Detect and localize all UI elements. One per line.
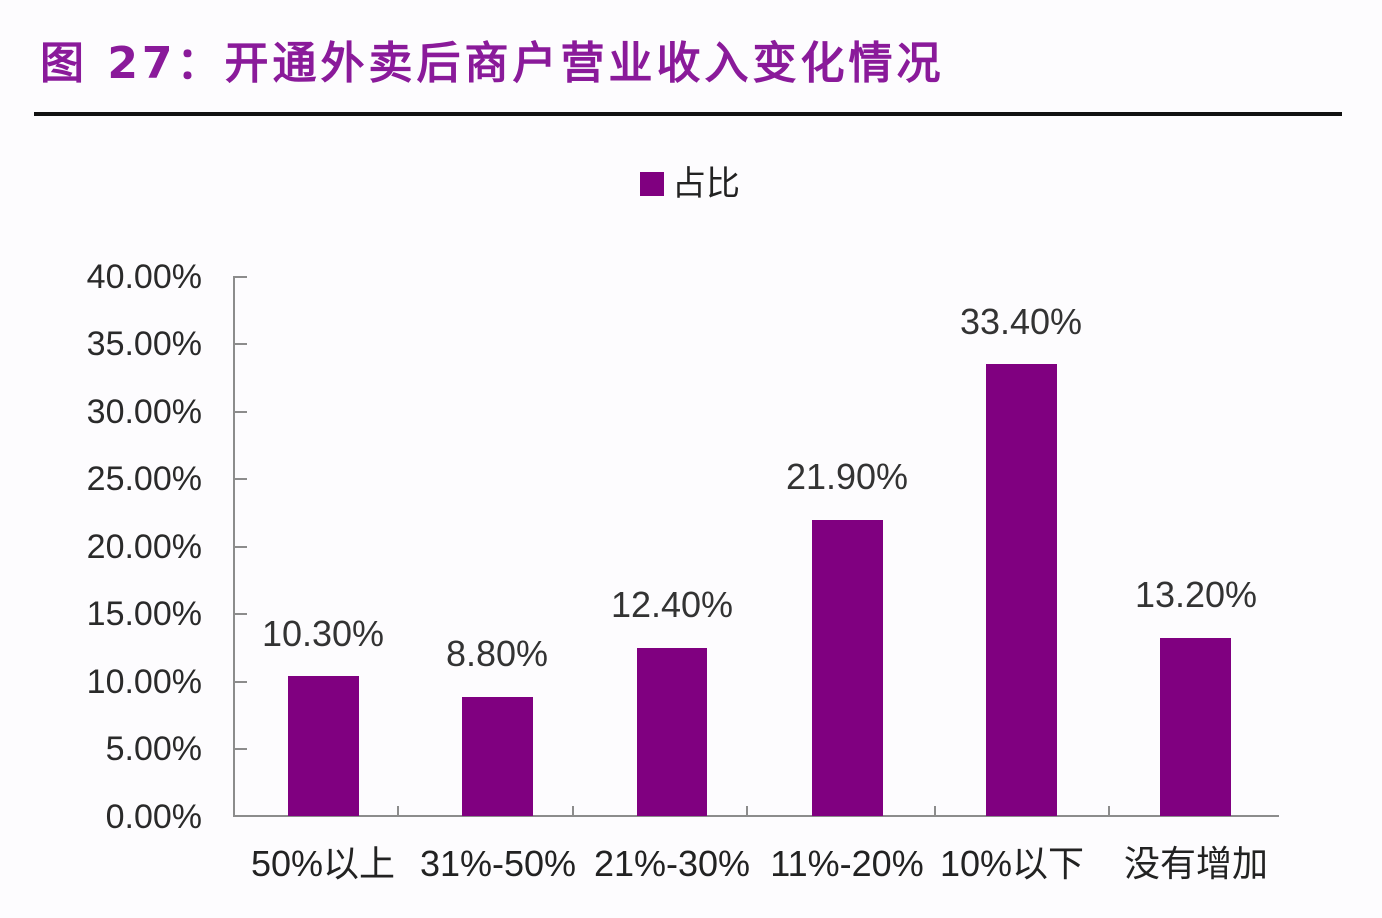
bar-31-50 xyxy=(462,697,533,816)
bar-value-label: 33.40% xyxy=(959,301,1083,342)
y-tick xyxy=(233,343,247,345)
bar-value-label: 21.90% xyxy=(785,456,909,497)
x-category-label: 21%-30% xyxy=(593,843,751,884)
x-tick xyxy=(1108,806,1110,816)
x-axis xyxy=(233,815,1279,817)
y-tick xyxy=(233,546,247,548)
y-tick-label: 5.00% xyxy=(105,730,202,768)
y-tick xyxy=(233,411,247,413)
y-tick-label: 10.00% xyxy=(86,663,202,701)
y-tick-label: 30.00% xyxy=(86,393,202,431)
y-tick-label: 40.00% xyxy=(86,258,202,296)
bar-21-30 xyxy=(637,648,707,816)
legend-swatch-icon xyxy=(640,172,664,196)
bar-value-label: 12.40% xyxy=(610,584,734,625)
y-tick-label: 20.00% xyxy=(86,528,202,566)
y-tick-label: 35.00% xyxy=(86,325,202,363)
y-tick-label: 15.00% xyxy=(86,595,202,633)
legend-label: 占比 xyxy=(672,164,740,204)
bar-value-label: 13.20% xyxy=(1134,574,1258,615)
bar-11-20 xyxy=(812,520,883,816)
y-tick xyxy=(233,478,247,480)
x-tick xyxy=(934,806,936,816)
y-tick-label: 25.00% xyxy=(86,460,202,498)
bar-50-plus xyxy=(288,676,359,816)
x-tick xyxy=(397,806,399,816)
y-tick xyxy=(233,613,247,615)
y-tick xyxy=(233,748,247,750)
bar-value-label: 10.30% xyxy=(261,613,385,654)
x-category-label: 50%以上 xyxy=(250,843,396,884)
y-tick xyxy=(233,681,247,683)
y-tick-label: 0.00% xyxy=(105,798,202,836)
x-category-label: 11%-20% xyxy=(770,843,924,884)
chart-legend: 占比 xyxy=(640,162,740,206)
bar-no-increase xyxy=(1160,638,1231,816)
bar-value-label: 8.80% xyxy=(445,633,549,674)
bar-10-below xyxy=(986,364,1057,816)
y-tick xyxy=(233,276,247,278)
x-category-label: 没有增加 xyxy=(1123,843,1268,884)
title-divider xyxy=(34,112,1342,116)
x-tick xyxy=(746,806,748,816)
figure-title: 图 27：开通外卖后商户营业收入变化情况 xyxy=(40,38,945,89)
x-tick xyxy=(572,806,574,816)
x-category-label: 10%以下 xyxy=(939,843,1085,884)
x-category-label: 31%-50% xyxy=(419,843,577,884)
